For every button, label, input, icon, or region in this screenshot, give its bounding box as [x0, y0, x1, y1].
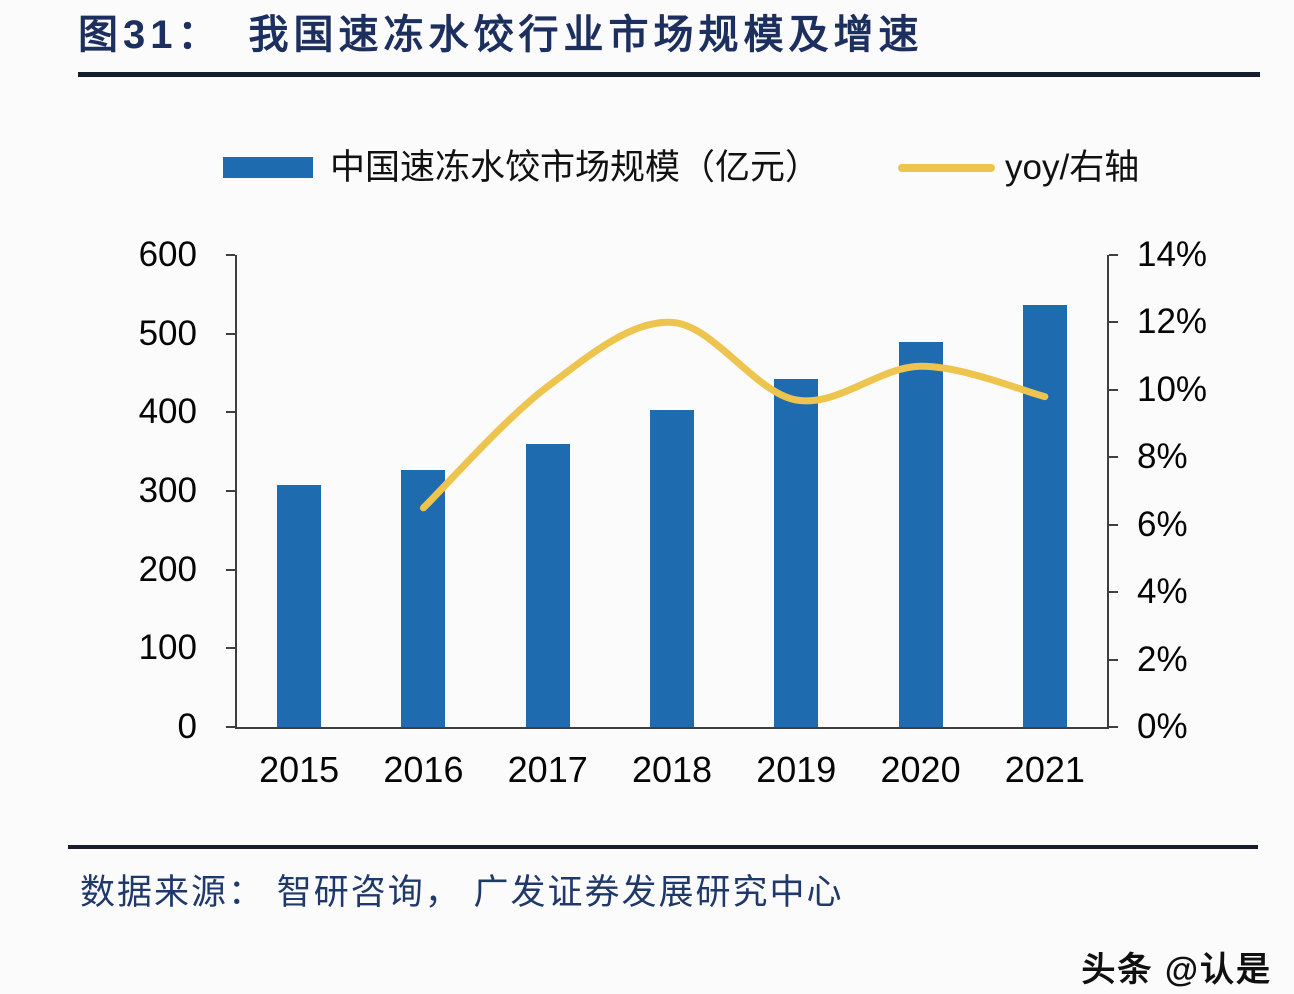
- left-axis-tick: [226, 490, 235, 492]
- left-axis-label: 400: [138, 392, 197, 432]
- bar-2015: [277, 485, 322, 727]
- title-divider: [78, 72, 1260, 77]
- right-axis-label: 12%: [1137, 302, 1208, 342]
- y-axis-right: [1107, 255, 1109, 729]
- figure-title: 图31： 我国速冻水饺行业市场规模及增速: [78, 6, 924, 64]
- left-axis-tick: [226, 254, 235, 256]
- left-axis-tick: [226, 726, 235, 728]
- left-axis-tick: [226, 411, 235, 414]
- bar-2016: [401, 469, 446, 727]
- right-axis-tick: [1109, 321, 1118, 324]
- left-axis-label: 100: [138, 628, 197, 668]
- yoy-line: [419, 318, 1049, 512]
- left-axis-label: 500: [138, 313, 197, 353]
- right-axis-label: 8%: [1137, 437, 1188, 477]
- bar-2018: [650, 409, 694, 727]
- left-axis-label: 600: [138, 235, 197, 274]
- right-axis-label: 0%: [1137, 707, 1188, 746]
- right-axis-tick: [1109, 658, 1118, 661]
- left-axis-tick: [226, 332, 235, 335]
- x-axis-label-2020: 2020: [880, 749, 961, 790]
- legend-bar-label: 中国速冻水饺市场规模（亿元）: [330, 148, 821, 187]
- x-axis-label-2015: 2015: [259, 749, 340, 790]
- bar-2021: [1022, 304, 1067, 727]
- x-axis-label-2018: 2018: [631, 749, 713, 790]
- right-axis-label: 10%: [1137, 369, 1208, 409]
- legend-bar-swatch: [223, 157, 313, 178]
- x-axis-label-2021: 2021: [1004, 749, 1085, 790]
- right-axis-label: 14%: [1137, 235, 1208, 274]
- source-divider: [68, 845, 1258, 849]
- right-axis-tick: [1109, 254, 1118, 256]
- bar-2020: [898, 342, 943, 727]
- source-text: 数据来源： 智研咨询， 广发证券发展研究中心: [80, 873, 844, 912]
- legend-line-swatch: [898, 164, 995, 172]
- bar-2019: [774, 379, 819, 727]
- x-axis-label-2017: 2017: [507, 749, 588, 790]
- left-axis-label: 0: [177, 707, 197, 746]
- left-axis-label: 200: [138, 549, 197, 589]
- x-axis-label-2016: 2016: [383, 749, 464, 790]
- left-axis-tick: [226, 647, 235, 650]
- right-axis-label: 6%: [1137, 504, 1188, 544]
- left-axis-tick: [226, 568, 235, 571]
- legend-yoy-label: yoy/右轴: [1005, 148, 1140, 187]
- figure-number: 图31：: [78, 13, 223, 57]
- right-axis-tick: [1109, 726, 1118, 728]
- left-axis-label: 300: [138, 471, 197, 510]
- right-axis-label: 2%: [1137, 639, 1188, 679]
- right-axis-tick: [1109, 523, 1118, 526]
- right-axis-tick: [1109, 591, 1118, 594]
- x-axis: [235, 727, 1109, 729]
- bar-2017: [525, 443, 570, 727]
- figure-title-text: 我国速冻水饺行业市场规模及增速: [248, 13, 924, 57]
- right-axis-tick: [1109, 456, 1118, 459]
- right-axis-label: 4%: [1137, 572, 1188, 612]
- x-axis-label-2019: 2019: [756, 749, 837, 790]
- y-axis-left: [235, 255, 237, 729]
- right-axis-tick: [1109, 388, 1118, 391]
- watermark: 头条 @认是: [1081, 951, 1272, 989]
